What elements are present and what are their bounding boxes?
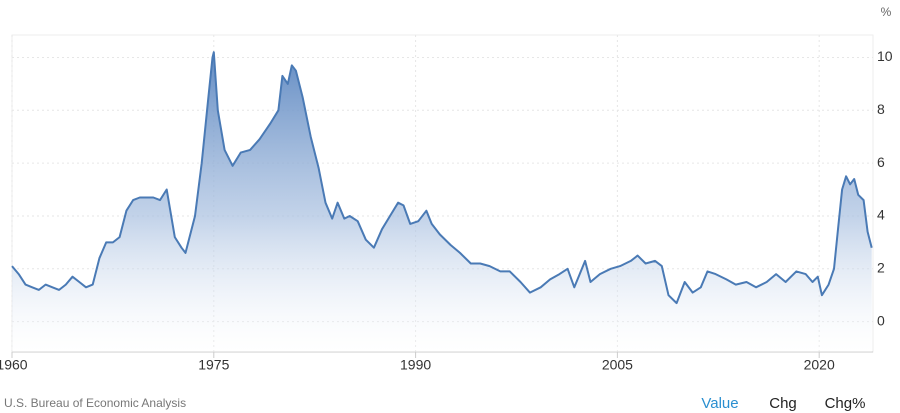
x-tick-label: 2020 [804,357,835,373]
value-button[interactable]: Value [701,395,738,412]
chg-button[interactable]: Chg [769,395,797,412]
y-tick-label: 10 [877,48,893,64]
unit-label: % [881,5,892,19]
y-tick-label: 4 [877,207,885,223]
y-tick-label: 2 [877,259,885,275]
area-fill [12,52,872,352]
source: U.S. Bureau of Economic Analysis [4,396,186,410]
x-tick-label: 1960 [0,357,28,373]
y-tick-label: 0 [877,312,885,328]
chg-pct-button[interactable]: Chg% [825,395,866,412]
y-tick-label: 6 [877,154,885,170]
x-tick-label: 1990 [400,357,431,373]
x-tick-label: 2005 [602,357,633,373]
line [11,51,873,305]
y-tick-label: 8 [877,101,885,117]
x-tick-label: 1975 [198,357,229,373]
